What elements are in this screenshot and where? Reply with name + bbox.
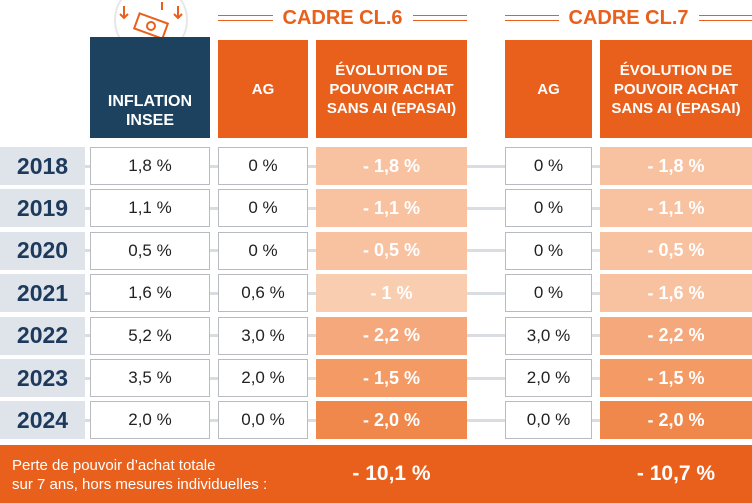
- year-cell: 2022: [0, 316, 85, 355]
- ag-cell: 0,0 %: [218, 401, 308, 440]
- year-cell: 2021: [0, 274, 85, 313]
- footer-label: Perte de pouvoir d’achat totale sur 7 an…: [12, 456, 267, 494]
- column-header: ÉVOLUTION DE POUVOIR ACHAT SANS AI (EPAS…: [600, 40, 752, 138]
- epasai-cell: - 0,5 %: [600, 231, 752, 270]
- epasai-cell: - 1,6 %: [600, 274, 752, 313]
- epasai-cell: - 2,2 %: [316, 316, 467, 355]
- inflation-cell: 2,0 %: [90, 401, 210, 440]
- group-title: CADRE CL.7: [505, 6, 752, 30]
- epasai-cell: - 2,0 %: [316, 401, 467, 440]
- ag-cell: 0 %: [505, 189, 592, 228]
- year-cell: 2019: [0, 189, 85, 228]
- column-header: AG: [505, 40, 592, 138]
- epasai-cell: - 2,2 %: [600, 316, 752, 355]
- ag-cell: 2,0 %: [218, 359, 308, 397]
- ag-cell: 0 %: [505, 231, 592, 270]
- year-cell: 2018: [0, 147, 85, 185]
- epasai-cell: - 1,1 %: [316, 189, 467, 228]
- epasai-cell: - 1,8 %: [316, 147, 467, 185]
- epasai-cell: - 1,1 %: [600, 189, 752, 228]
- column-header: ÉVOLUTION DE POUVOIR ACHAT SANS AI (EPAS…: [316, 40, 467, 138]
- year-cell: 2023: [0, 359, 85, 397]
- epasai-cell: - 1,5 %: [316, 359, 467, 397]
- epasai-cell: - 1 %: [316, 274, 467, 313]
- ag-cell: 0 %: [218, 231, 308, 270]
- inflation-cell: 5,2 %: [90, 316, 210, 355]
- inflation-header: INFLATION INSEE: [90, 37, 210, 138]
- footer-bar: Perte de pouvoir d’achat totale sur 7 an…: [0, 445, 752, 503]
- epasai-cell: - 1,8 %: [600, 147, 752, 185]
- ag-cell: 0,6 %: [218, 274, 308, 313]
- ag-cell: 0 %: [505, 147, 592, 185]
- ag-cell: 0 %: [505, 274, 592, 313]
- footer-line: Perte de pouvoir d’achat totale: [12, 457, 216, 474]
- total: - 10,7 %: [636, 462, 716, 485]
- epasai-cell: - 2,0 %: [600, 401, 752, 440]
- footer-line: sur 7 ans, hors mesures individuelles :: [12, 476, 268, 493]
- inflation-cell: 1,8 %: [90, 147, 210, 185]
- inflation-cell: 1,6 %: [90, 274, 210, 313]
- inflation-cell: 0,5 %: [90, 231, 210, 270]
- inflation-cell: 1,1 %: [90, 189, 210, 228]
- ag-cell: 0,0 %: [505, 401, 592, 440]
- ag-cell: 0 %: [218, 147, 308, 185]
- inflation-cell: 3,5 %: [90, 359, 210, 397]
- epasai-cell: - 0,5 %: [316, 231, 467, 270]
- epasai-cell: - 1,5 %: [600, 359, 752, 397]
- group-title: CADRE CL.6: [218, 6, 468, 30]
- total: - 10,1 %: [352, 462, 431, 485]
- ag-cell: 3,0 %: [505, 316, 592, 355]
- year-cell: 2020: [0, 231, 85, 270]
- ag-cell: 0 %: [218, 189, 308, 228]
- ag-cell: 3,0 %: [218, 316, 308, 355]
- ag-cell: 2,0 %: [505, 359, 592, 397]
- column-header: AG: [218, 40, 308, 138]
- year-cell: 2024: [0, 401, 85, 440]
